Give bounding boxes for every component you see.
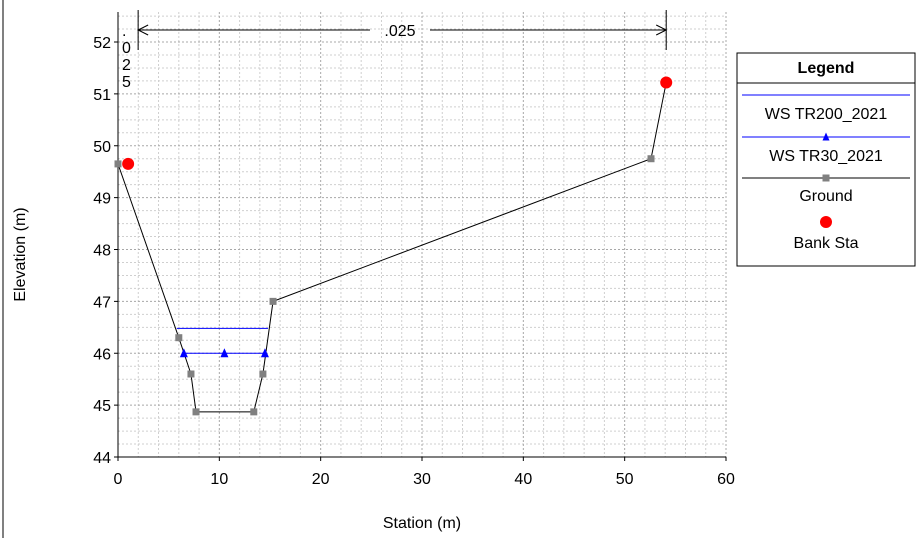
left-overbank-label-char: 2 [122,57,131,74]
y-tick-label: 44 [93,450,111,467]
x-axis-title: Station (m) [383,515,461,532]
legend-label-1: WS TR30_2021 [769,148,883,165]
minor-grid [118,12,726,457]
left-overbank-label-char: . [122,23,126,40]
ws-tr30-point [260,348,269,358]
x-tick-label: 0 [114,471,123,488]
reach-arrowhead-left [137,24,149,36]
x-tick-label: 60 [717,471,735,488]
legend-marker-2 [822,174,830,182]
reach-arrowhead-right [655,24,668,36]
ground-point [250,408,258,416]
legend-label-bank-sta: Bank Sta [794,235,859,252]
left-overbank-label-char: 5 [122,74,131,91]
ground-point [192,408,200,416]
y-tick-label: 51 [93,87,111,104]
ws-tr30-point [220,348,229,358]
legend-marker-bank-sta [820,216,832,228]
legend-label-2: Ground [799,188,852,205]
y-tick-label: 50 [93,139,111,156]
ground-point [175,334,183,342]
major-grid [117,12,727,458]
bank-station-point [122,157,135,170]
legend-label-0: WS TR200_2021 [765,106,888,123]
reach-annotation: .025 .025 [122,10,668,91]
legend-box [736,52,916,267]
series-layer [114,76,673,416]
x-tick-label: 30 [413,471,431,488]
x-tick-label: 10 [210,471,228,488]
ground-point [269,297,277,305]
y-tick-label: 47 [93,294,111,311]
y-tick-label: 48 [93,243,111,260]
ground-point [647,155,655,163]
left-overbank-label-char: 0 [122,40,131,57]
legend-marker-1 [822,132,830,141]
plot-area-frame [118,12,726,457]
ws-tr30-point [179,348,188,358]
legend: Legend WS TR200_2021 WS TR30_2021 Ground Ba… [736,52,916,267]
y-tick-label: 45 [93,398,111,415]
x-tick-label: 50 [616,471,634,488]
y-tick-label: 46 [93,346,111,363]
reach-roughness-label: .025 [384,23,415,40]
y-axis-title: Elevation (m) [12,207,29,301]
y-tick-label: 49 [93,191,111,208]
legend-title: Legend [798,60,855,77]
ground-point [259,370,267,378]
x-tick-label: 40 [514,471,532,488]
ground-point [187,370,195,378]
ground-line [117,82,667,413]
bank-station-point [660,76,673,89]
y-tick-label: 52 [93,35,111,52]
ground-point [114,160,122,168]
x-tick-label: 20 [312,471,330,488]
